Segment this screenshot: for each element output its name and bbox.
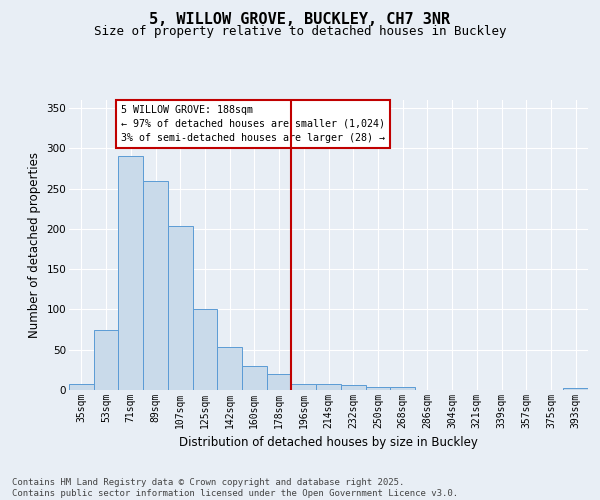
Y-axis label: Number of detached properties: Number of detached properties <box>28 152 41 338</box>
Bar <box>267 374 292 390</box>
Bar <box>341 385 365 390</box>
Bar <box>118 156 143 390</box>
Bar <box>193 310 217 390</box>
Text: Contains HM Land Registry data © Crown copyright and database right 2025.
Contai: Contains HM Land Registry data © Crown c… <box>12 478 458 498</box>
Bar <box>168 226 193 390</box>
Bar <box>69 384 94 390</box>
Bar <box>292 384 316 390</box>
Bar <box>143 180 168 390</box>
Text: 5, WILLOW GROVE, BUCKLEY, CH7 3NR: 5, WILLOW GROVE, BUCKLEY, CH7 3NR <box>149 12 451 28</box>
Bar <box>563 388 588 390</box>
Bar <box>316 384 341 390</box>
Bar <box>242 366 267 390</box>
X-axis label: Distribution of detached houses by size in Buckley: Distribution of detached houses by size … <box>179 436 478 450</box>
Bar <box>94 330 118 390</box>
Bar <box>217 348 242 390</box>
Text: Size of property relative to detached houses in Buckley: Size of property relative to detached ho… <box>94 25 506 38</box>
Bar <box>365 387 390 390</box>
Text: 5 WILLOW GROVE: 188sqm
← 97% of detached houses are smaller (1,024)
3% of semi-d: 5 WILLOW GROVE: 188sqm ← 97% of detached… <box>121 105 385 143</box>
Bar <box>390 387 415 390</box>
